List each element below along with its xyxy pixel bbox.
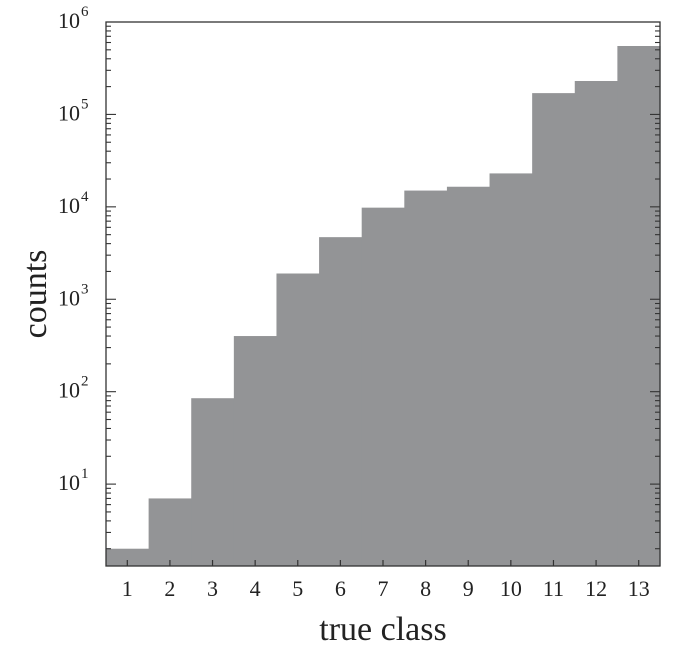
- x-axis: 1 2 3 4 5 6 7 8 9 10 11 12 13: [122, 560, 650, 601]
- bar-3: [191, 398, 235, 566]
- bar-9: [446, 186, 491, 567]
- x-tick-label-10: 10: [500, 576, 522, 601]
- y-tick-exponent-5: 5: [81, 96, 89, 112]
- x-tick-label-13: 13: [628, 576, 650, 601]
- x-tick-label-8: 8: [420, 576, 431, 601]
- y-tick-exponent-6: 6: [81, 4, 89, 20]
- bar-12: [574, 80, 618, 567]
- bar-5: [276, 273, 320, 566]
- x-tick-label-4: 4: [250, 576, 261, 601]
- y-tick-exponent-2: 2: [81, 374, 89, 390]
- bar-2: [148, 498, 192, 566]
- y-tick-label-1e4: 10: [58, 193, 80, 218]
- bar-4: [233, 336, 278, 566]
- bar-6: [319, 237, 363, 566]
- y-tick-exponent-4: 4: [81, 189, 89, 205]
- y-tick-exponent-1: 1: [81, 466, 89, 482]
- bar-1: [106, 548, 150, 566]
- bar-11: [532, 93, 576, 567]
- x-tick-label-1: 1: [122, 576, 133, 601]
- bars-group: [106, 46, 661, 567]
- x-tick-label-12: 12: [585, 576, 607, 601]
- y-tick-exponent-3: 3: [81, 281, 89, 297]
- bar-13: [617, 46, 661, 566]
- x-tick-label-7: 7: [378, 576, 389, 601]
- bar-7: [361, 207, 405, 566]
- x-tick-label-2: 2: [164, 576, 175, 601]
- bar-10: [489, 173, 533, 566]
- y-tick-label-1e3: 10: [58, 285, 80, 310]
- y-tick-label-1e1: 10: [58, 470, 80, 495]
- x-tick-label-9: 9: [463, 576, 474, 601]
- x-tick-label-5: 5: [292, 576, 303, 601]
- y-tick-label-1e2: 10: [58, 378, 80, 403]
- x-tick-label-11: 11: [543, 576, 564, 601]
- x-tick-label-6: 6: [335, 576, 346, 601]
- bar-8: [404, 190, 448, 566]
- y-axis-label: counts: [17, 250, 54, 339]
- y-tick-label-1e5: 10: [58, 100, 80, 125]
- x-axis-label: true class: [319, 611, 446, 648]
- y-tick-label-1e6: 10: [58, 8, 80, 33]
- x-tick-label-3: 3: [207, 576, 218, 601]
